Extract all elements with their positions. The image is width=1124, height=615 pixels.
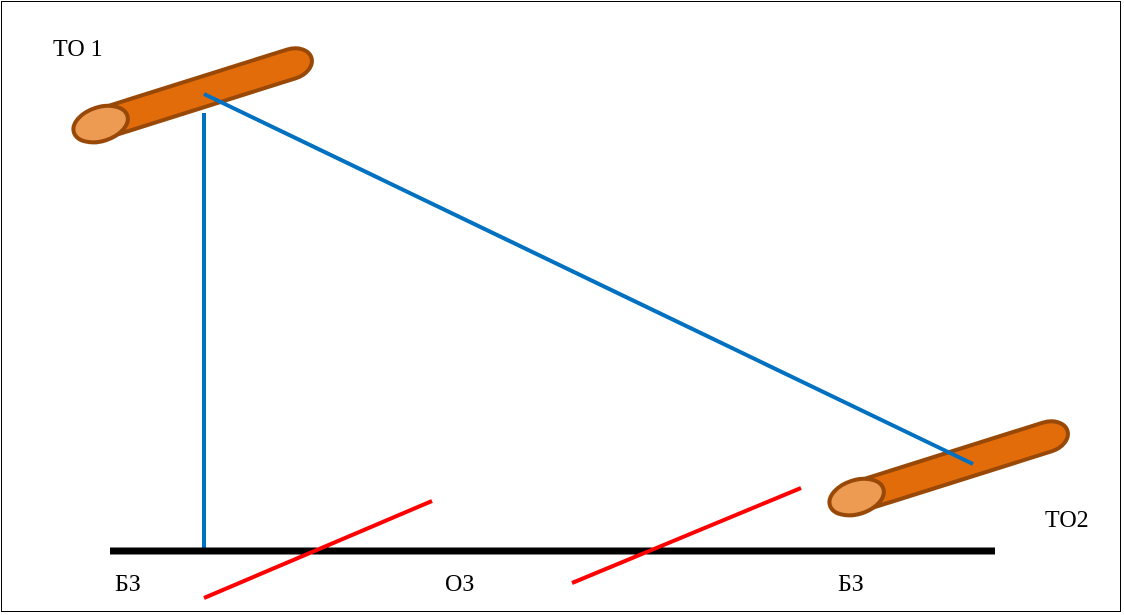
cylinder-to1-end xyxy=(71,103,130,145)
barrier-line-left xyxy=(203,499,433,600)
label-to1: ТО 1 xyxy=(53,36,103,62)
label-to2: ТО2 xyxy=(1045,507,1089,533)
cylinder-to2-body xyxy=(850,419,1070,514)
cylinder-to2-end xyxy=(827,476,886,518)
label-bz-right: БЗ xyxy=(838,571,864,597)
cylinder-to1 xyxy=(71,46,314,145)
label-bz-left: БЗ xyxy=(115,571,141,597)
barrier-line-right xyxy=(571,486,802,585)
diagonal-sight-line xyxy=(203,92,974,466)
label-oz: ОЗ xyxy=(445,571,474,597)
cylinder-to2 xyxy=(827,419,1070,518)
cylinder-to1-body xyxy=(94,46,314,141)
